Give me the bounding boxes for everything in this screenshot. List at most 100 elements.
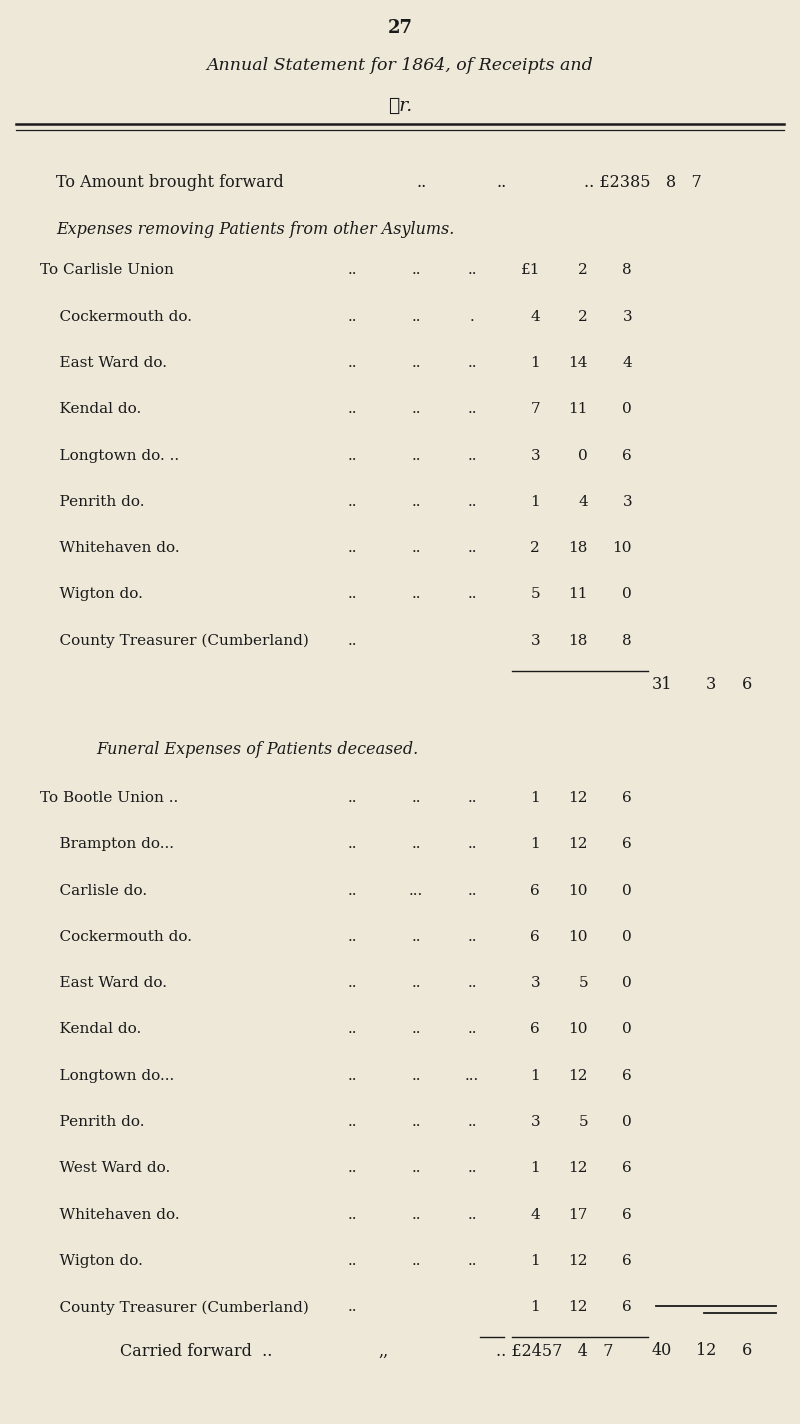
Text: 2: 2 <box>530 541 540 555</box>
Text: 6: 6 <box>530 883 540 897</box>
Text: ..: .. <box>347 496 357 508</box>
Text: Cockermouth do.: Cockermouth do. <box>40 930 192 944</box>
Text: Wigton do.: Wigton do. <box>40 588 143 601</box>
Text: ..: .. <box>411 1115 421 1129</box>
Text: ..: .. <box>411 263 421 278</box>
Text: 1: 1 <box>530 1162 540 1175</box>
Text: Longtown do. ..: Longtown do. .. <box>40 449 179 463</box>
Text: 0: 0 <box>622 930 632 944</box>
Text: 1: 1 <box>530 1068 540 1082</box>
Text: ..: .. <box>347 449 357 463</box>
Text: ..: .. <box>347 403 357 416</box>
Text: 1: 1 <box>530 1300 540 1314</box>
Text: ..: .. <box>411 930 421 944</box>
Text: Expenses removing Patients from other Asylums.: Expenses removing Patients from other As… <box>56 221 454 238</box>
Text: 3: 3 <box>530 449 540 463</box>
Text: ..: .. <box>496 174 506 191</box>
Text: 1: 1 <box>530 1255 540 1267</box>
Text: 10: 10 <box>569 1022 588 1037</box>
Text: Cockermouth do.: Cockermouth do. <box>40 310 192 323</box>
Text: 7: 7 <box>530 403 540 416</box>
Text: To Carlisle Union: To Carlisle Union <box>40 263 174 278</box>
Text: 4: 4 <box>578 496 588 508</box>
Text: 40: 40 <box>652 1341 672 1358</box>
Text: 5: 5 <box>578 977 588 990</box>
Text: .. £2457   4   7: .. £2457 4 7 <box>496 1343 614 1360</box>
Text: ..: .. <box>467 837 477 852</box>
Text: Wigton do.: Wigton do. <box>40 1255 143 1267</box>
Text: 6: 6 <box>622 1162 632 1175</box>
Text: 1: 1 <box>530 496 540 508</box>
Text: 12: 12 <box>569 792 588 805</box>
Text: 1: 1 <box>530 356 540 370</box>
Text: ..: .. <box>347 1255 357 1267</box>
Text: ..: .. <box>411 356 421 370</box>
Text: ..: .. <box>467 883 477 897</box>
Text: 0: 0 <box>622 403 632 416</box>
Text: 6: 6 <box>742 1341 752 1358</box>
Text: 3: 3 <box>530 634 540 648</box>
Text: ..: .. <box>411 792 421 805</box>
Text: 2: 2 <box>578 263 588 278</box>
Text: 12: 12 <box>696 1341 716 1358</box>
Text: ..: .. <box>411 977 421 990</box>
Text: East Ward do.: East Ward do. <box>40 977 167 990</box>
Text: 0: 0 <box>622 1115 632 1129</box>
Text: ..: .. <box>347 1208 357 1222</box>
Text: 11: 11 <box>569 588 588 601</box>
Text: 6: 6 <box>622 837 632 852</box>
Text: ..: .. <box>411 837 421 852</box>
Text: 12: 12 <box>569 1300 588 1314</box>
Text: Penrith do.: Penrith do. <box>40 1115 145 1129</box>
Text: ..: .. <box>467 541 477 555</box>
Text: 14: 14 <box>569 356 588 370</box>
Text: 0: 0 <box>622 1022 632 1037</box>
Text: 3: 3 <box>530 1115 540 1129</box>
Text: 6: 6 <box>622 1300 632 1314</box>
Text: ..: .. <box>411 1022 421 1037</box>
Text: Brampton do...: Brampton do... <box>40 837 174 852</box>
Text: Kendal do.: Kendal do. <box>40 403 142 416</box>
Text: ..: .. <box>347 930 357 944</box>
Text: ..: .. <box>467 588 477 601</box>
Text: 10: 10 <box>569 930 588 944</box>
Text: 6: 6 <box>530 1022 540 1037</box>
Text: ..: .. <box>467 1255 477 1267</box>
Text: ..: .. <box>347 541 357 555</box>
Text: ..: .. <box>347 356 357 370</box>
Text: ..: .. <box>467 977 477 990</box>
Text: Whitehaven do.: Whitehaven do. <box>40 541 180 555</box>
Text: 4: 4 <box>530 1208 540 1222</box>
Text: ..: .. <box>411 1068 421 1082</box>
Text: 12: 12 <box>569 1255 588 1267</box>
Text: County Treasurer (Cumberland): County Treasurer (Cumberland) <box>40 634 309 648</box>
Text: ..: .. <box>347 263 357 278</box>
Text: Annual Statement for 1864, of Receipts and: Annual Statement for 1864, of Receipts a… <box>206 57 594 74</box>
Text: ..: .. <box>347 1022 357 1037</box>
Text: 17: 17 <box>569 1208 588 1222</box>
Text: ..: .. <box>467 403 477 416</box>
Text: West Ward do.: West Ward do. <box>40 1162 170 1175</box>
Text: ..: .. <box>347 837 357 852</box>
Text: Kendal do.: Kendal do. <box>40 1022 142 1037</box>
Text: 6: 6 <box>622 449 632 463</box>
Text: ..: .. <box>411 1255 421 1267</box>
Text: ..: .. <box>416 174 426 191</box>
Text: ..: .. <box>347 1300 357 1314</box>
Text: 0: 0 <box>622 977 632 990</box>
Text: ..: .. <box>467 1022 477 1037</box>
Text: 3: 3 <box>622 310 632 323</box>
Text: 10: 10 <box>613 541 632 555</box>
Text: ..: .. <box>347 588 357 601</box>
Text: 12: 12 <box>569 1068 588 1082</box>
Text: 5: 5 <box>578 1115 588 1129</box>
Text: Longtown do...: Longtown do... <box>40 1068 174 1082</box>
Text: 12: 12 <box>569 1162 588 1175</box>
Text: 6: 6 <box>742 676 752 692</box>
Text: 2: 2 <box>578 310 588 323</box>
Text: To Bootle Union ..: To Bootle Union .. <box>40 792 178 805</box>
Text: ,,: ,, <box>379 1343 389 1360</box>
Text: 18: 18 <box>569 634 588 648</box>
Text: ..: .. <box>347 977 357 990</box>
Text: 8: 8 <box>622 634 632 648</box>
